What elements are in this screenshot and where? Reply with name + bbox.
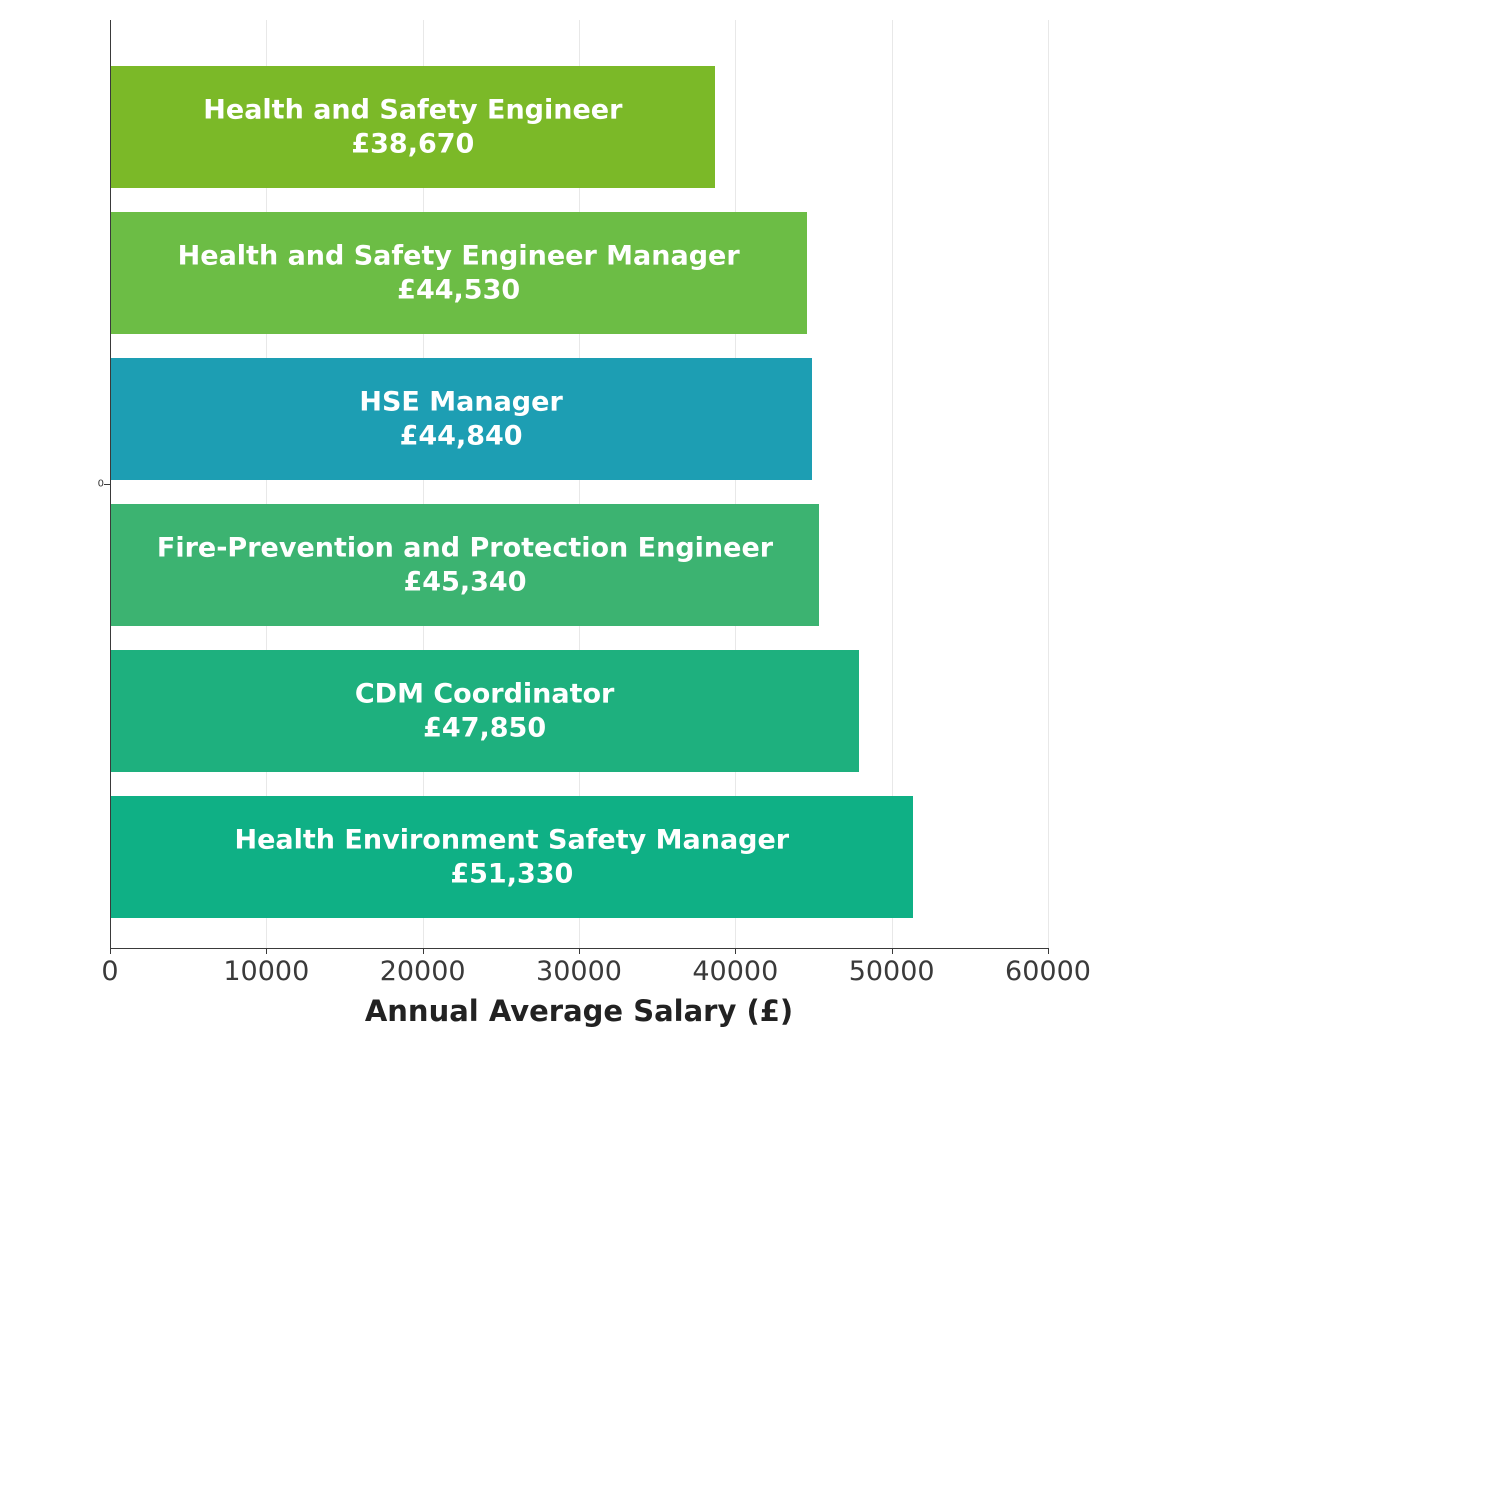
x-tick-mark — [735, 948, 736, 954]
salary-bar: Health and Safety Engineer£38,670 — [111, 66, 716, 188]
bar-label: CDM Coordinator£47,850 — [111, 677, 859, 745]
bar-title: HSE Manager — [111, 385, 812, 419]
x-tick-mark — [423, 948, 424, 954]
x-tick-mark — [110, 948, 111, 954]
x-tick-mark — [892, 948, 893, 954]
bar-value: £47,850 — [111, 711, 859, 745]
y-tick-label: 0 — [90, 479, 104, 490]
bar-title: Health Environment Safety Manager — [111, 823, 913, 857]
x-tick-label: 0 — [101, 956, 118, 987]
x-tick-label: 30000 — [536, 956, 622, 987]
x-tick-label: 60000 — [1005, 956, 1091, 987]
x-tick-label: 40000 — [692, 956, 778, 987]
bar-label: Health and Safety Engineer Manager£44,53… — [111, 239, 807, 307]
x-tick-mark — [579, 948, 580, 954]
gridline-x — [1048, 20, 1049, 948]
x-tick-label: 20000 — [380, 956, 466, 987]
x-tick-mark — [266, 948, 267, 954]
salary-bar: Health and Safety Engineer Manager£44,53… — [111, 212, 807, 334]
bar-value: £38,670 — [111, 127, 716, 161]
x-axis-label: Annual Average Salary (£) — [110, 994, 1048, 1028]
bar-label: Health Environment Safety Manager£51,330 — [111, 823, 913, 891]
salary-bar-chart: Health and Safety Engineer£38,670Health … — [50, 10, 1070, 1030]
y-tick-mark — [104, 484, 110, 485]
salary-bar: HSE Manager£44,840 — [111, 358, 812, 480]
bar-label: Health and Safety Engineer£38,670 — [111, 93, 716, 161]
bar-title: Health and Safety Engineer Manager — [111, 239, 807, 273]
x-tick-label: 50000 — [849, 956, 935, 987]
bar-title: Health and Safety Engineer — [111, 93, 716, 127]
salary-bar: Health Environment Safety Manager£51,330 — [111, 796, 913, 918]
x-tick-label: 10000 — [223, 956, 309, 987]
salary-bar: CDM Coordinator£47,850 — [111, 650, 859, 772]
x-tick-mark — [1048, 948, 1049, 954]
bar-label: HSE Manager£44,840 — [111, 385, 812, 453]
bar-value: £44,530 — [111, 273, 807, 307]
bar-value: £51,330 — [111, 857, 913, 891]
bar-title: Fire-Prevention and Protection Engineer — [111, 531, 820, 565]
bar-value: £45,340 — [111, 565, 820, 599]
bar-value: £44,840 — [111, 419, 812, 453]
salary-bar: Fire-Prevention and Protection Engineer£… — [111, 504, 820, 626]
bar-label: Fire-Prevention and Protection Engineer£… — [111, 531, 820, 599]
bar-title: CDM Coordinator — [111, 677, 859, 711]
